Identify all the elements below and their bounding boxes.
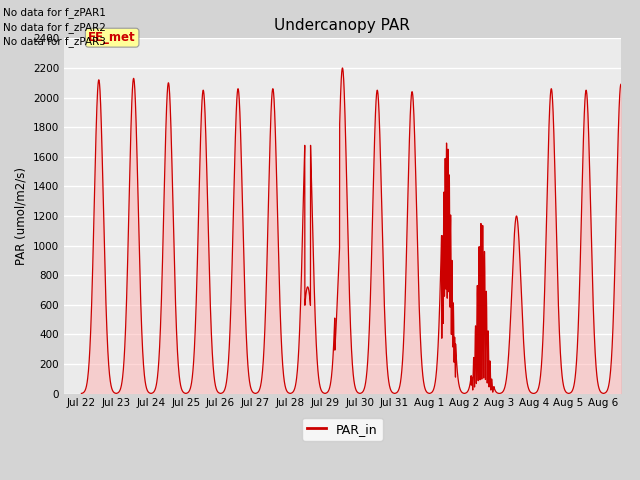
Y-axis label: PAR (umol/m2/s): PAR (umol/m2/s) [14, 167, 28, 265]
Text: No data for f_zPAR2: No data for f_zPAR2 [3, 22, 106, 33]
Text: No data for f_zPAR3: No data for f_zPAR3 [3, 36, 106, 47]
Title: Undercanopy PAR: Undercanopy PAR [275, 18, 410, 33]
Legend: PAR_in: PAR_in [302, 418, 383, 441]
Text: EE_met: EE_met [88, 31, 136, 44]
Text: No data for f_zPAR1: No data for f_zPAR1 [3, 7, 106, 18]
